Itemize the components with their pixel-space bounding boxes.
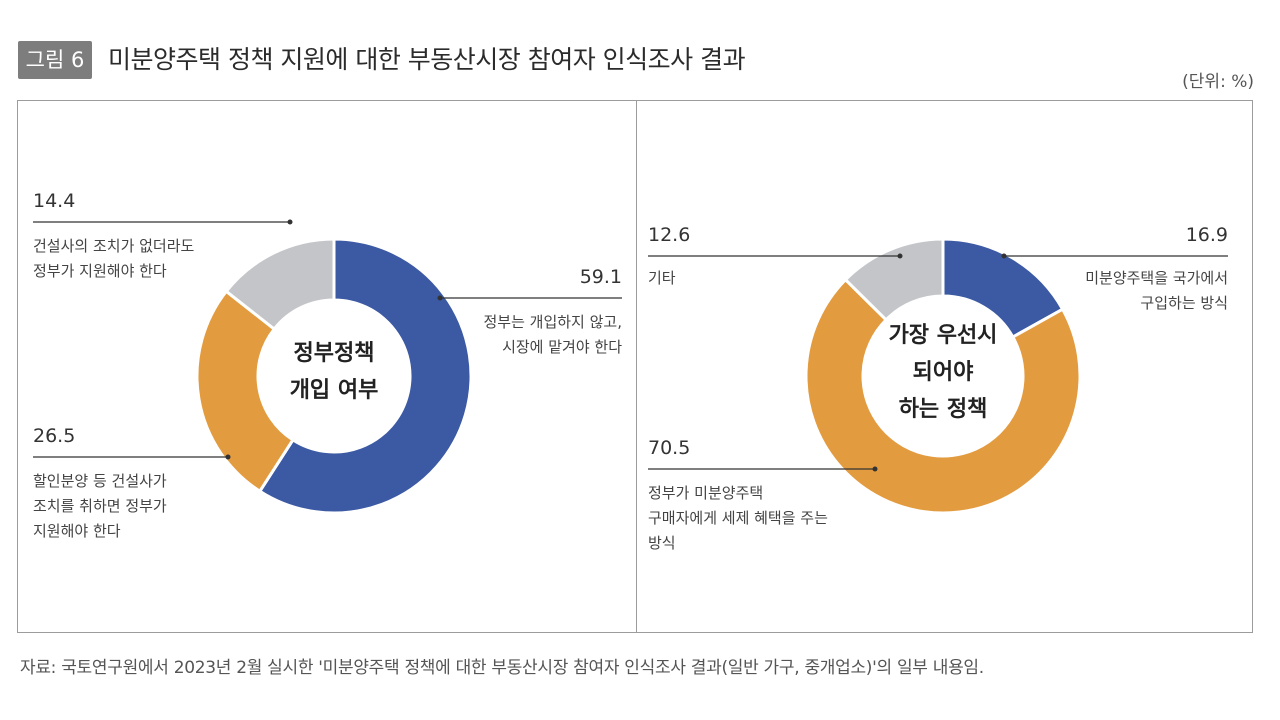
donut-2-value-3: 12.6 <box>648 224 690 246</box>
donut-2-center-label: 가장 우선시 <box>889 323 998 348</box>
donut-2-label-1: 구입하는 방식 <box>1140 294 1228 312</box>
donut-2-label-1: 미분양주택을 국가에서 <box>1085 269 1228 287</box>
donut-1-label-3: 건설사의 조치가 없더라도 <box>33 237 195 255</box>
donut-1-label-2: 지원해야 한다 <box>33 522 121 540</box>
donut-2-label-2: 방식 <box>648 534 676 552</box>
donut-1-label-2: 조치를 취하면 정부가 <box>33 497 167 515</box>
donut-1-center-label: 개입 여부 <box>290 378 379 403</box>
donut-1-slice-1 <box>257 237 473 515</box>
donut-1-center-label: 정부정책 <box>294 341 375 366</box>
donut-2-slice-3 <box>843 237 945 322</box>
source-note: 자료: 국토연구원에서 2023년 2월 실시한 '미분양주택 정책에 대한 부… <box>20 658 984 678</box>
donut-2-value-1: 16.9 <box>1186 224 1228 246</box>
figure-title: 미분양주택 정책 지원에 대한 부동산시장 참여자 인식조사 결과 <box>108 45 746 74</box>
donut-2-value-2: 70.5 <box>648 437 690 459</box>
unit-label: (단위: %) <box>1182 72 1254 92</box>
donut-1-slice-2 <box>195 289 295 494</box>
donut-1-slice-3 <box>224 237 336 332</box>
donut-2-label-2: 구매자에게 세제 혜택을 주는 <box>648 509 828 527</box>
donut-1-label-3: 정부가 지원해야 한다 <box>33 262 167 280</box>
donut-2-label-2: 정부가 미분양주택 <box>648 484 763 502</box>
donut-1-value-3: 14.4 <box>33 190 75 212</box>
donut-2-slice-2 <box>804 277 1082 515</box>
donut-1-value-2: 26.5 <box>33 425 75 447</box>
donut-2-center-label: 하는 정책 <box>899 397 988 422</box>
donut-1-label-1: 시장에 맡겨야 한다 <box>502 338 622 356</box>
donut-1-value-1: 59.1 <box>580 266 622 288</box>
donut-2-label-3: 기타 <box>648 269 676 287</box>
donut-1-label-1: 정부는 개입하지 않고, <box>483 313 622 331</box>
donut-2-center-label: 되어야 <box>913 360 974 385</box>
donut-1-label-2: 할인분양 등 건설사가 <box>33 472 167 490</box>
chart-frame <box>17 100 1253 633</box>
figure-label: 그림 6 <box>18 41 92 79</box>
panel-divider <box>636 100 637 633</box>
